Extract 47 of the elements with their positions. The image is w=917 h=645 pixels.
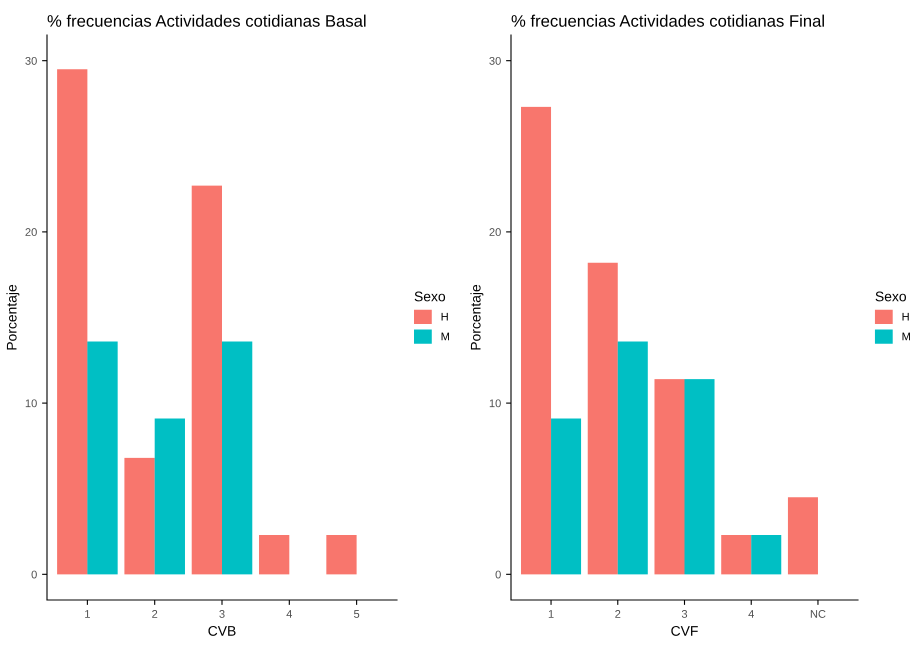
- bar: [684, 379, 715, 574]
- chart-title: % frecuencias Actividades cotidianas Final: [512, 14, 824, 27]
- bar: [751, 534, 782, 574]
- y-tick-label: 30: [25, 56, 37, 65]
- x-tick-label: 4: [748, 610, 754, 618]
- y-tick-label: 10: [490, 399, 501, 408]
- y-tick-label: 20: [489, 228, 501, 236]
- bar: [654, 379, 684, 574]
- bar: [259, 534, 290, 574]
- x-tick-label: 2: [615, 610, 620, 618]
- legend-title: Sexo: [876, 292, 906, 302]
- legend-label: H: [902, 312, 909, 320]
- bar: [87, 341, 118, 574]
- y-tick-label: 20: [25, 228, 37, 236]
- bar: [192, 186, 222, 574]
- x-tick-label: 1: [85, 610, 90, 618]
- x-tick-label: 3: [682, 610, 688, 618]
- bar: [721, 534, 752, 574]
- bar: [124, 458, 155, 574]
- bar: [618, 341, 648, 574]
- y-tick-label: 0: [496, 570, 501, 578]
- y-tick-label: 30: [489, 56, 501, 65]
- legend-label: M: [902, 332, 910, 340]
- bar: [551, 418, 582, 574]
- bar: [521, 106, 552, 574]
- legend-label: M: [442, 332, 450, 340]
- x-axis-title: CVB: [208, 626, 236, 636]
- x-axis-title: CVF: [671, 626, 698, 636]
- x-tick-label: NC: [810, 610, 826, 618]
- y-tick-label: 10: [26, 399, 37, 408]
- x-tick-label: 4: [286, 610, 292, 618]
- x-tick-label: 5: [354, 610, 360, 618]
- bar: [788, 497, 818, 574]
- bar: [326, 534, 357, 574]
- legend-label: H: [442, 312, 448, 320]
- x-tick-label: 1: [548, 610, 554, 618]
- y-axis-title: Porcentaje: [470, 284, 484, 350]
- bar: [222, 341, 252, 574]
- chart-title: % frecuencias Actividades cotidianas Basal: [48, 14, 366, 27]
- y-axis-title: Porcentaje: [6, 284, 20, 350]
- bar: [57, 69, 88, 574]
- bar: [588, 262, 618, 574]
- x-tick-label: 2: [152, 610, 158, 618]
- y-tick-label: 0: [32, 570, 37, 578]
- x-tick-label: 3: [219, 610, 225, 618]
- legend-title: Sexo: [414, 292, 446, 302]
- bar: [154, 418, 185, 574]
